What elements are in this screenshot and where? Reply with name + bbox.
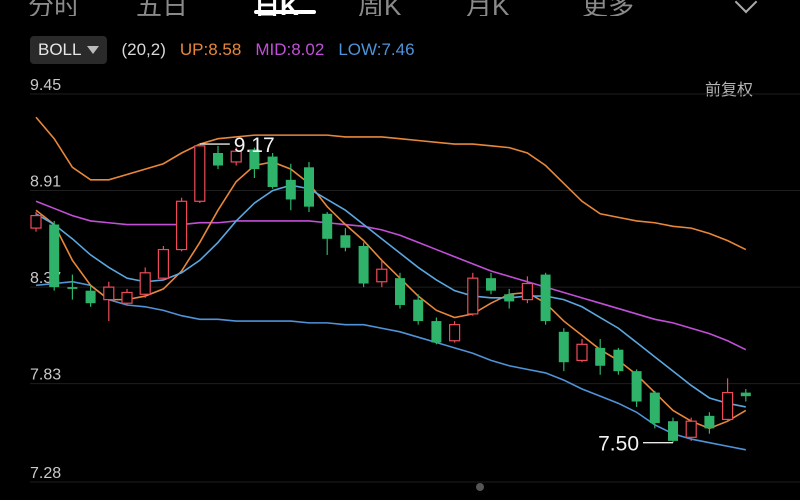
candle-body xyxy=(595,347,606,366)
low-line xyxy=(35,280,746,451)
candle-body xyxy=(668,421,678,441)
y-tick-label: 8.91 xyxy=(30,174,61,191)
candle-body xyxy=(395,278,405,305)
candle-body xyxy=(431,321,442,343)
boll-up-value: UP:8.58 xyxy=(179,40,242,59)
y-tick-label: 7.83 xyxy=(30,367,61,384)
candle-body xyxy=(157,248,169,279)
low-annotation: 7.50 xyxy=(598,433,639,456)
tab-five-day[interactable]: 五日 xyxy=(136,0,189,16)
y-tick-label: 9.45 xyxy=(30,77,61,94)
indicator-select-button[interactable]: BOLL xyxy=(30,36,108,64)
candle-body xyxy=(576,343,588,362)
candle-body xyxy=(285,179,296,200)
active-tab-indicator xyxy=(254,10,316,14)
price-adjust-label[interactable]: 前复权 xyxy=(705,82,754,99)
candle-body xyxy=(413,299,424,322)
candle-body xyxy=(304,167,314,207)
tab-intraday[interactable]: 分时 xyxy=(28,0,81,16)
candle-body xyxy=(486,278,496,291)
boll-low-value: LOW:7.46 xyxy=(338,40,415,59)
candle-body xyxy=(521,282,534,301)
candle-body xyxy=(631,371,642,402)
candle-body xyxy=(449,324,461,342)
boll-mid-value: MID:8.02 xyxy=(255,40,325,59)
period-tabs: 分时 五日 日K 周K 月K 更多 xyxy=(0,0,800,16)
up-line xyxy=(35,116,747,251)
candle-body xyxy=(49,224,60,288)
tab-weekly-k[interactable]: 周K xyxy=(358,0,402,16)
ma1-line xyxy=(35,161,747,430)
candle-body xyxy=(467,277,479,315)
candle-body xyxy=(504,294,515,302)
candle-body xyxy=(649,392,660,423)
candle-body xyxy=(85,290,96,304)
candle-body xyxy=(340,235,351,248)
candle-body xyxy=(704,415,715,429)
candle-body xyxy=(267,156,278,187)
page-indicator-dot xyxy=(476,483,484,491)
candle-body xyxy=(213,153,223,166)
candle-body xyxy=(139,272,151,295)
candle-body xyxy=(376,268,388,283)
candle-body xyxy=(176,200,188,251)
candle-body xyxy=(230,150,242,163)
tab-more[interactable]: 更多 xyxy=(582,0,635,16)
candle-body xyxy=(540,274,551,322)
candle-body xyxy=(121,291,133,304)
ma2-line xyxy=(35,184,746,408)
candle-body xyxy=(67,287,78,289)
mid-line xyxy=(35,200,747,351)
candle-body xyxy=(194,145,206,202)
indicator-params: (20,2) xyxy=(121,40,166,59)
candle-body xyxy=(740,392,751,397)
candle-body xyxy=(30,214,42,229)
candle-body xyxy=(103,286,115,301)
candle-body xyxy=(322,213,333,239)
candle-body xyxy=(558,331,569,363)
indicator-name: BOLL xyxy=(38,40,82,59)
candle-body xyxy=(685,420,697,438)
indicator-row: BOLL (20,2) UP:8.58 MID:8.02 LOW:7.46 xyxy=(30,36,429,64)
candle-body xyxy=(613,349,624,372)
candle-body xyxy=(721,391,734,421)
caret-down-icon xyxy=(87,46,100,54)
candle-body xyxy=(249,149,260,170)
y-tick-label: 7.28 xyxy=(30,465,61,482)
tab-monthly-k[interactable]: 月K xyxy=(466,0,510,16)
candle-body xyxy=(358,245,369,284)
high-annotation: 9.17 xyxy=(234,134,275,157)
